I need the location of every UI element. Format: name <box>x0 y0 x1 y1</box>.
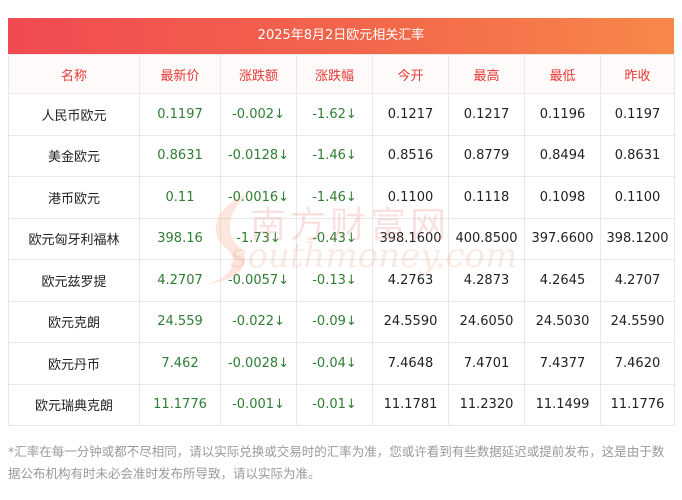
cell-prev-close: 7.4620 <box>600 342 675 385</box>
cell-prev-close: 398.1200 <box>600 217 675 260</box>
cell-change-pct: -0.13↓ <box>296 259 373 302</box>
cell-high: 0.1217 <box>448 93 525 136</box>
cell-high: 400.8500 <box>448 217 525 260</box>
table-row: 欧元克朗 24.559 -0.022↓ -0.09↓ 24.5590 24.6050 24.… <box>8 300 675 343</box>
col-header-change-pct: 涨跌幅 <box>296 54 373 94</box>
cell-low: 24.5030 <box>524 300 601 343</box>
table-row: 人民币欧元 0.1197 -0.002↓ -1.62↓ 0.1217 0.1217 0.11… <box>8 93 675 136</box>
cell-low: 4.2645 <box>524 259 601 302</box>
cell-open: 398.1600 <box>372 217 449 260</box>
cell-prev-close: 0.1197 <box>600 93 675 136</box>
cell-change-pct: -0.01↓ <box>296 383 373 426</box>
cell-prev-close: 24.5590 <box>600 300 675 343</box>
cell-change-pct: -1.46↓ <box>296 176 373 219</box>
cell-open: 11.1781 <box>372 383 449 426</box>
cell-change-pct: -0.43↓ <box>296 217 373 260</box>
cell-latest: 24.559 <box>139 300 221 343</box>
cell-name: 欧元瑞典克朗 <box>8 383 140 426</box>
cell-open: 7.4648 <box>372 342 449 385</box>
cell-high: 24.6050 <box>448 300 525 343</box>
cell-prev-close: 0.8631 <box>600 134 675 177</box>
col-header-name: 名称 <box>8 54 140 94</box>
cell-change-pct: -0.09↓ <box>296 300 373 343</box>
table-row: 欧元丹币 7.462 -0.0028↓ -0.04↓ 7.4648 7.4701 7.437… <box>8 342 675 385</box>
cell-high: 7.4701 <box>448 342 525 385</box>
cell-prev-close: 0.1100 <box>600 176 675 219</box>
cell-latest: 7.462 <box>139 342 221 385</box>
cell-high: 0.8779 <box>448 134 525 177</box>
cell-name: 欧元丹币 <box>8 342 140 385</box>
cell-name: 美金欧元 <box>8 134 140 177</box>
table-row: 欧元瑞典克朗 11.1776 -0.001↓ -0.01↓ 11.1781 11.2320… <box>8 383 675 426</box>
cell-change: -0.0057↓ <box>220 259 297 302</box>
col-header-prev-close: 昨收 <box>600 54 675 94</box>
cell-prev-close: 11.1776 <box>600 383 675 426</box>
cell-change: -0.001↓ <box>220 383 297 426</box>
col-header-low: 最低 <box>524 54 601 94</box>
table-title: 2025年8月2日欧元相关汇率 <box>8 18 674 54</box>
cell-open: 0.1100 <box>372 176 449 219</box>
cell-latest: 4.2707 <box>139 259 221 302</box>
cell-change: -0.0128↓ <box>220 134 297 177</box>
col-header-change: 涨跌额 <box>220 54 297 94</box>
footnote: *汇率在每一分钟或都不尽相同，请以实际兑换或交易时的汇率为准，您或许看到有些数据… <box>8 444 665 481</box>
cell-change-pct: -1.62↓ <box>296 93 373 136</box>
exchange-rate-table: 名称 最新价 涨跌额 涨跌幅 今开 最高 最低 昨收 人民币欧元 0.1197 -0… <box>8 54 675 426</box>
cell-latest: 398.16 <box>139 217 221 260</box>
table-row: 欧元匈牙利福林 398.16 -1.73↓ -0.43↓ 398.1600 400.850… <box>8 217 675 260</box>
table-header-row: 名称 最新价 涨跌额 涨跌幅 今开 最高 最低 昨收 <box>8 54 675 94</box>
cell-low: 0.1196 <box>524 93 601 136</box>
table-row: 欧元兹罗提 4.2707 -0.0057↓ -0.13↓ 4.2763 4.2873 4.2… <box>8 259 675 302</box>
cell-high: 11.2320 <box>448 383 525 426</box>
cell-name: 欧元克朗 <box>8 300 140 343</box>
cell-low: 0.1098 <box>524 176 601 219</box>
cell-change: -0.0028↓ <box>220 342 297 385</box>
cell-name: 欧元匈牙利福林 <box>8 217 140 260</box>
cell-change: -0.0016↓ <box>220 176 297 219</box>
cell-change: -0.002↓ <box>220 93 297 136</box>
cell-low: 0.8494 <box>524 134 601 177</box>
cell-open: 0.1217 <box>372 93 449 136</box>
cell-latest: 11.1776 <box>139 383 221 426</box>
table-row: 美金欧元 0.8631 -0.0128↓ -1.46↓ 0.8516 0.8779 0.84… <box>8 134 675 177</box>
cell-name: 欧元兹罗提 <box>8 259 140 302</box>
cell-change: -1.73↓ <box>220 217 297 260</box>
cell-prev-close: 4.2707 <box>600 259 675 302</box>
cell-low: 397.6600 <box>524 217 601 260</box>
col-header-latest: 最新价 <box>139 54 221 94</box>
cell-latest: 0.8631 <box>139 134 221 177</box>
cell-low: 7.4377 <box>524 342 601 385</box>
cell-name: 港币欧元 <box>8 176 140 219</box>
col-header-high: 最高 <box>448 54 525 94</box>
cell-name: 人民币欧元 <box>8 93 140 136</box>
cell-open: 24.5590 <box>372 300 449 343</box>
cell-change-pct: -1.46↓ <box>296 134 373 177</box>
rate-table-container: 2025年8月2日欧元相关汇率 名称 最新价 涨跌额 涨跌幅 今开 最高 最低 … <box>8 18 675 426</box>
table-row: 港币欧元 0.11 -0.0016↓ -1.46↓ 0.1100 0.1118 0.1098… <box>8 176 675 219</box>
cell-high: 0.1118 <box>448 176 525 219</box>
cell-low: 11.1499 <box>524 383 601 426</box>
cell-latest: 0.11 <box>139 176 221 219</box>
cell-change-pct: -0.04↓ <box>296 342 373 385</box>
cell-change: -0.022↓ <box>220 300 297 343</box>
cell-high: 4.2873 <box>448 259 525 302</box>
cell-latest: 0.1197 <box>139 93 221 136</box>
cell-open: 4.2763 <box>372 259 449 302</box>
col-header-open: 今开 <box>372 54 449 94</box>
cell-open: 0.8516 <box>372 134 449 177</box>
